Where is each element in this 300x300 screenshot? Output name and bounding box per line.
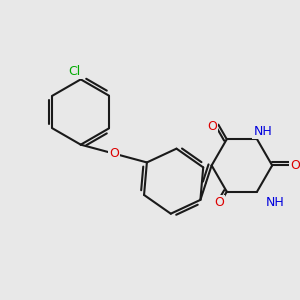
Text: Cl: Cl — [68, 64, 80, 77]
Text: O: O — [291, 159, 300, 172]
Text: NH: NH — [266, 196, 284, 208]
Text: O: O — [214, 196, 224, 209]
Text: O: O — [109, 147, 119, 160]
Text: O: O — [207, 120, 217, 133]
Text: NH: NH — [254, 124, 272, 138]
